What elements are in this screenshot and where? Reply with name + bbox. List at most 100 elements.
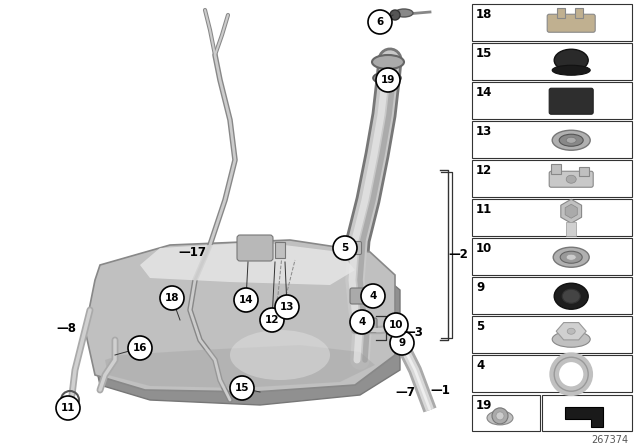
Text: 4: 4 — [476, 359, 484, 372]
Text: 14: 14 — [476, 86, 492, 99]
Text: —1: —1 — [430, 383, 450, 396]
Circle shape — [376, 68, 400, 92]
Bar — [472, 43, 632, 80]
Text: —17: —17 — [178, 246, 206, 258]
Bar — [472, 277, 632, 314]
Ellipse shape — [554, 283, 588, 309]
Ellipse shape — [230, 330, 330, 380]
FancyBboxPatch shape — [549, 171, 593, 187]
Ellipse shape — [566, 175, 576, 183]
Bar — [472, 82, 632, 119]
Text: 4: 4 — [369, 291, 377, 301]
Polygon shape — [105, 345, 375, 388]
FancyBboxPatch shape — [350, 288, 376, 304]
Ellipse shape — [553, 247, 589, 267]
Circle shape — [275, 295, 299, 319]
Ellipse shape — [552, 130, 590, 150]
Text: 4: 4 — [358, 317, 365, 327]
Circle shape — [496, 412, 504, 420]
Text: 19: 19 — [476, 399, 492, 412]
Text: 10: 10 — [388, 320, 403, 330]
Ellipse shape — [487, 411, 513, 425]
Bar — [472, 121, 632, 158]
Bar — [566, 222, 576, 236]
Circle shape — [56, 396, 80, 420]
Text: 5: 5 — [341, 243, 349, 253]
Polygon shape — [565, 204, 577, 218]
Text: 267374: 267374 — [591, 435, 628, 445]
Text: —3: —3 — [403, 326, 423, 339]
Circle shape — [160, 286, 184, 310]
Circle shape — [384, 313, 408, 337]
Text: 5: 5 — [476, 320, 484, 333]
Text: 18: 18 — [164, 293, 179, 303]
Bar — [551, 164, 561, 174]
Text: 6: 6 — [376, 17, 383, 27]
Text: 13: 13 — [280, 302, 294, 312]
Ellipse shape — [552, 65, 590, 75]
Circle shape — [368, 10, 392, 34]
Text: 16: 16 — [132, 343, 147, 353]
Bar — [472, 4, 632, 41]
Text: 14: 14 — [239, 295, 253, 305]
Circle shape — [390, 10, 400, 20]
Text: —2: —2 — [448, 249, 468, 262]
Bar — [579, 167, 589, 176]
Text: 19: 19 — [381, 75, 395, 85]
FancyBboxPatch shape — [237, 235, 273, 261]
Ellipse shape — [395, 9, 413, 17]
Bar — [472, 395, 540, 431]
Polygon shape — [561, 199, 582, 223]
Ellipse shape — [562, 289, 580, 303]
Bar — [472, 160, 632, 197]
Ellipse shape — [552, 331, 590, 347]
Ellipse shape — [559, 134, 583, 146]
Text: —8: —8 — [56, 322, 76, 335]
Circle shape — [350, 310, 374, 334]
FancyBboxPatch shape — [547, 14, 595, 32]
Text: 9: 9 — [399, 338, 406, 348]
Circle shape — [230, 376, 254, 400]
Ellipse shape — [373, 72, 401, 84]
Text: —7: —7 — [395, 385, 415, 399]
Circle shape — [260, 308, 284, 332]
Polygon shape — [565, 407, 603, 427]
Text: 10: 10 — [476, 242, 492, 255]
Bar — [542, 395, 632, 431]
Circle shape — [234, 288, 258, 312]
FancyBboxPatch shape — [549, 88, 593, 114]
FancyBboxPatch shape — [346, 241, 362, 254]
Polygon shape — [90, 255, 400, 405]
Text: 12: 12 — [476, 164, 492, 177]
Text: 12: 12 — [265, 315, 279, 325]
Circle shape — [492, 408, 508, 424]
Circle shape — [333, 236, 357, 260]
Text: 15: 15 — [235, 383, 249, 393]
Bar — [275, 242, 285, 258]
Bar — [472, 199, 632, 236]
Circle shape — [361, 284, 385, 308]
Circle shape — [390, 331, 414, 355]
Bar — [472, 238, 632, 275]
Text: 11: 11 — [61, 403, 76, 413]
Text: 13: 13 — [476, 125, 492, 138]
Circle shape — [128, 336, 152, 360]
Bar — [472, 355, 632, 392]
Bar — [575, 8, 583, 18]
Ellipse shape — [560, 251, 582, 263]
Ellipse shape — [372, 55, 404, 69]
Text: 18: 18 — [476, 8, 492, 21]
Text: 11: 11 — [476, 203, 492, 216]
Polygon shape — [556, 323, 586, 340]
Bar — [557, 8, 565, 18]
Bar — [472, 316, 632, 353]
Text: 15: 15 — [476, 47, 492, 60]
Ellipse shape — [566, 254, 576, 260]
Ellipse shape — [567, 328, 575, 334]
Polygon shape — [85, 240, 395, 392]
FancyBboxPatch shape — [353, 318, 377, 332]
Ellipse shape — [566, 137, 576, 143]
Ellipse shape — [554, 49, 588, 71]
Text: 9: 9 — [476, 281, 484, 294]
Polygon shape — [140, 242, 355, 285]
